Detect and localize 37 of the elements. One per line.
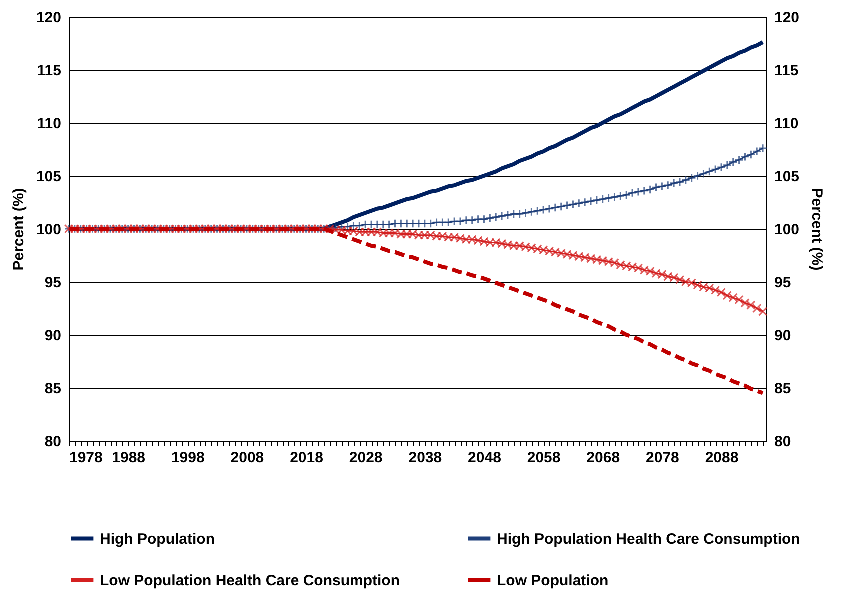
y2-tick-label: 90 [774, 328, 792, 344]
legend-label: Low Population [497, 572, 609, 590]
y2-tick-label: 95 [774, 274, 792, 292]
y-tick-label: 120 [36, 10, 62, 26]
line-series [67, 227, 766, 396]
y2-tick-label: 115 [774, 62, 799, 80]
y-tick-label: 100 [36, 222, 62, 238]
y-axis-title: Percent (%) [10, 188, 28, 271]
x-tick-label: 1988 [112, 450, 146, 466]
y2-tick-label: 120 [774, 10, 800, 26]
y-tick-label: 110 [37, 116, 62, 132]
y-tick-label: 90 [44, 328, 62, 344]
x-tick-label: 2018 [290, 450, 324, 466]
x-tick-label: 2078 [646, 450, 680, 466]
x-tick-label: 2028 [349, 450, 383, 466]
y-tick-label: 105 [36, 168, 62, 186]
y2-tick-label: 80 [774, 434, 792, 450]
x-tick-label: 1978 [70, 450, 103, 466]
y2-tick-label: 85 [774, 380, 792, 398]
y-tick-label: 115 [37, 62, 62, 80]
x-tick-label: 2038 [408, 450, 442, 466]
legend-label: High Population [100, 530, 215, 548]
x-tick-label: 2058 [527, 450, 561, 466]
x-tick-label: 2088 [705, 450, 739, 466]
x-tick-label: 1998 [171, 450, 205, 466]
y-tick-label: 95 [44, 274, 62, 292]
y2-tick-label: 110 [774, 116, 799, 132]
x-tick-label: 2008 [230, 450, 264, 466]
y2-tick-label: 100 [774, 222, 800, 238]
x-tick-label: 2048 [468, 450, 502, 466]
legend-label: High Population Health Care Consumption [497, 530, 800, 548]
y2-axis-title: Percent (%) [808, 188, 826, 271]
y-tick-label: 80 [44, 434, 62, 450]
x-tick-label: 2068 [586, 450, 620, 466]
legend-label: Low Population Health Care Consumption [100, 572, 400, 590]
y2-tick-label: 105 [774, 168, 800, 186]
y-tick-label: 85 [44, 380, 62, 398]
